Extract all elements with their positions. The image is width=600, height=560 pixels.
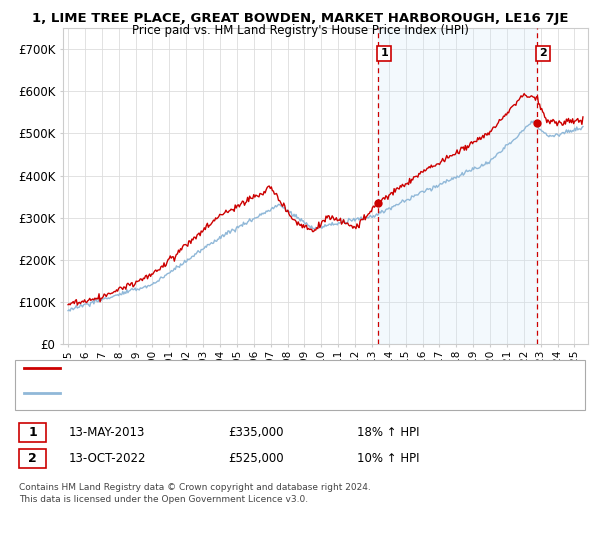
Text: 10% ↑ HPI: 10% ↑ HPI xyxy=(357,451,419,465)
Text: HPI: Average price, detached house, Harborough: HPI: Average price, detached house, Harb… xyxy=(69,388,324,398)
Text: This data is licensed under the Open Government Licence v3.0.: This data is licensed under the Open Gov… xyxy=(19,495,308,504)
Text: 2: 2 xyxy=(539,48,547,58)
Text: 13-OCT-2022: 13-OCT-2022 xyxy=(69,451,146,465)
Text: 1: 1 xyxy=(380,48,388,58)
Text: £525,000: £525,000 xyxy=(228,451,284,465)
Text: Contains HM Land Registry data © Crown copyright and database right 2024.: Contains HM Land Registry data © Crown c… xyxy=(19,483,371,492)
Text: 2: 2 xyxy=(28,451,37,465)
Text: Price paid vs. HM Land Registry's House Price Index (HPI): Price paid vs. HM Land Registry's House … xyxy=(131,24,469,36)
Text: 1, LIME TREE PLACE, GREAT BOWDEN, MARKET HARBOROUGH, LE16 7JE: 1, LIME TREE PLACE, GREAT BOWDEN, MARKET… xyxy=(32,12,568,25)
Bar xyxy=(378,28,537,344)
Text: 13-MAY-2013: 13-MAY-2013 xyxy=(69,426,145,439)
Text: 18% ↑ HPI: 18% ↑ HPI xyxy=(357,426,419,439)
Text: 1: 1 xyxy=(28,426,37,439)
Text: 1, LIME TREE PLACE, GREAT BOWDEN, MARKET HARBOROUGH, LE16 7JE (detached hous: 1, LIME TREE PLACE, GREAT BOWDEN, MARKET… xyxy=(69,363,529,373)
Text: £335,000: £335,000 xyxy=(228,426,284,439)
